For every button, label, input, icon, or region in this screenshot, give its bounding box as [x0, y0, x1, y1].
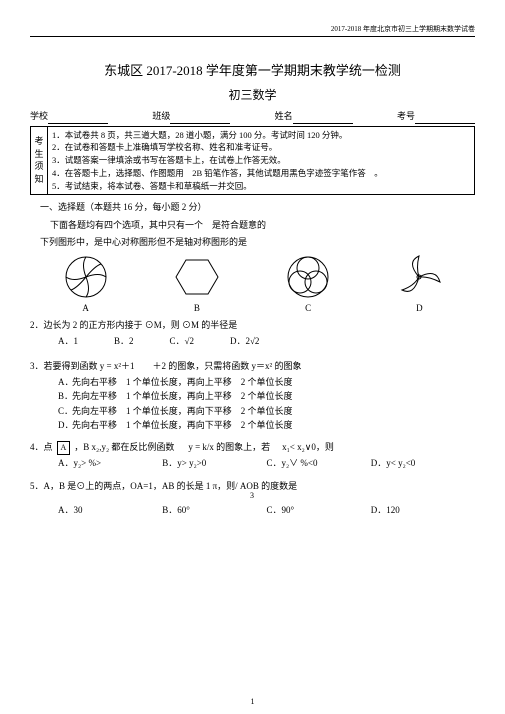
q2-opt-d: D．2√2	[230, 335, 259, 349]
propeller-icon	[396, 254, 442, 300]
section-1-sub2: 下列图形中，是中心对称图形但不是轴对称图形的是	[40, 236, 475, 250]
notice-side-label: 考 生 须 知	[31, 127, 48, 195]
label-id: 考号	[397, 111, 415, 121]
hexagon-icon	[174, 254, 220, 300]
q2-opt-b: B．2	[114, 335, 134, 349]
q5-opt-b: B．60°	[162, 504, 266, 518]
three-petal-icon	[285, 254, 331, 300]
question-3: 3．若要得到函数 y = x²＋1 ＋2 的图象，只需将函数 y＝x² 的图象	[30, 360, 475, 374]
question-2: 2．边长为 2 的正方形内接于 ⊙M，则 ⊙M 的半径是	[30, 319, 475, 333]
q4-opt-d: D．y< y₂<0	[371, 457, 475, 471]
exam-title: 东城区 2017-2018 学年度第一学期期末教学统一检测	[30, 61, 475, 81]
notice-content: 1．本试卷共 8 页，共三道大题，28 道小题，满分 100 分。考试时间 12…	[48, 127, 474, 195]
box-a: A	[57, 441, 71, 455]
exam-subject: 初三数学	[30, 86, 475, 104]
q4-opt-b: B．y> y₂>0	[162, 457, 266, 471]
notice-box: 考 生 须 知 1．本试卷共 8 页，共三道大题，28 道小题，满分 100 分…	[30, 126, 475, 196]
question-4: 4．点 A ，B x₂,y₂ 都在反比例函数 y = k/x 的图象上，若 x₁…	[30, 441, 475, 455]
q4-opt-a: A．y₂> %>	[58, 457, 162, 471]
question-5: 5．A，B 是⊙上的两点，OA=1，AB 的长是 1 π，则/ AOB 的度数是…	[30, 480, 475, 502]
q3-options: A．先向右平移 1 个单位长度，再向上平移 2 个单位长度 B．先向左平移 1 …	[58, 376, 475, 433]
q5-opt-a: A．30	[58, 504, 162, 518]
section-1-sub1: 下面各题均有四个选项，其中只有一个 是符合题意的	[50, 219, 475, 233]
q1-figures: A B C	[30, 254, 475, 316]
student-info-row: 学校 班级 姓名 考号	[30, 110, 475, 124]
figure-d: D	[396, 254, 442, 316]
q5-options: A．30 B．60° C．90° D．120	[58, 504, 475, 518]
label-class: 班级	[152, 111, 170, 121]
pinwheel-icon	[63, 254, 109, 300]
label-school: 学校	[30, 111, 48, 121]
figure-c: C	[285, 254, 331, 316]
q5-opt-d: D．120	[371, 504, 475, 518]
q5-opt-c: C．90°	[267, 504, 371, 518]
figure-b: B	[174, 254, 220, 316]
figure-a: A	[63, 254, 109, 316]
q2-opt-a: A．1	[58, 335, 78, 349]
section-1-heading: 一、选择题（本题共 16 分，每小题 2 分）	[40, 201, 475, 215]
label-name: 姓名	[275, 111, 293, 121]
q2-opt-c: C．√2	[170, 335, 194, 349]
q2-options: A．1 B．2 C．√2 D．2√2	[58, 335, 475, 349]
q4-opt-c: C．y₂∨ %<0	[267, 457, 371, 471]
header-source: 2017-2018 年度北京市初三上学期期末数学试卷	[30, 24, 475, 37]
page-number: 1	[0, 696, 505, 708]
q4-options: A．y₂> %> B．y> y₂>0 C．y₂∨ %<0 D．y< y₂<0	[58, 457, 475, 471]
